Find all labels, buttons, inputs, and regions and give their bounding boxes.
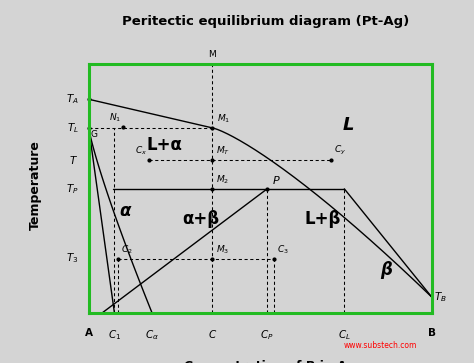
- Text: $M_T$: $M_T$: [216, 145, 230, 157]
- Text: $T_L$: $T_L$: [66, 121, 79, 135]
- Text: $T_3$: $T_3$: [66, 252, 79, 265]
- Text: Peritectic equilibrium diagram (Pt-Ag): Peritectic equilibrium diagram (Pt-Ag): [122, 15, 409, 28]
- Text: $T_P$: $T_P$: [66, 182, 79, 196]
- Text: $P$: $P$: [272, 174, 281, 186]
- Text: Temperature: Temperature: [28, 140, 41, 230]
- Text: $M_3$: $M_3$: [216, 243, 229, 256]
- Text: β: β: [380, 261, 392, 279]
- Text: G: G: [91, 130, 98, 139]
- Text: $C_2$: $C_2$: [121, 243, 133, 256]
- Text: L+β: L+β: [305, 210, 341, 228]
- Text: $C$: $C$: [208, 328, 217, 340]
- Text: $C_1$: $C_1$: [108, 328, 121, 342]
- Text: $M_1$: $M_1$: [218, 113, 231, 125]
- Text: L+α: L+α: [146, 136, 182, 154]
- Text: $N_1$: $N_1$: [109, 111, 122, 124]
- Text: $C_y$: $C_y$: [334, 144, 346, 157]
- Text: B: B: [428, 328, 436, 338]
- Text: $T_A$: $T_A$: [66, 92, 79, 106]
- Text: M: M: [209, 50, 216, 60]
- Text: A: A: [85, 328, 93, 338]
- Text: L: L: [343, 116, 354, 134]
- Text: $T$: $T$: [70, 154, 79, 166]
- Text: $M_2$: $M_2$: [216, 174, 229, 186]
- Text: Concentration of B in A: Concentration of B in A: [184, 360, 347, 363]
- Text: $C_x$: $C_x$: [135, 145, 147, 157]
- Text: $T_B$: $T_B$: [434, 290, 447, 304]
- Text: α+β: α+β: [182, 210, 219, 228]
- Text: $C_L$: $C_L$: [338, 328, 351, 342]
- Text: $C_\alpha$: $C_\alpha$: [145, 328, 159, 342]
- Text: α: α: [119, 202, 131, 220]
- Text: $C_3$: $C_3$: [277, 243, 289, 256]
- Text: www.substech.com: www.substech.com: [344, 341, 417, 350]
- Text: $C_P$: $C_P$: [260, 328, 274, 342]
